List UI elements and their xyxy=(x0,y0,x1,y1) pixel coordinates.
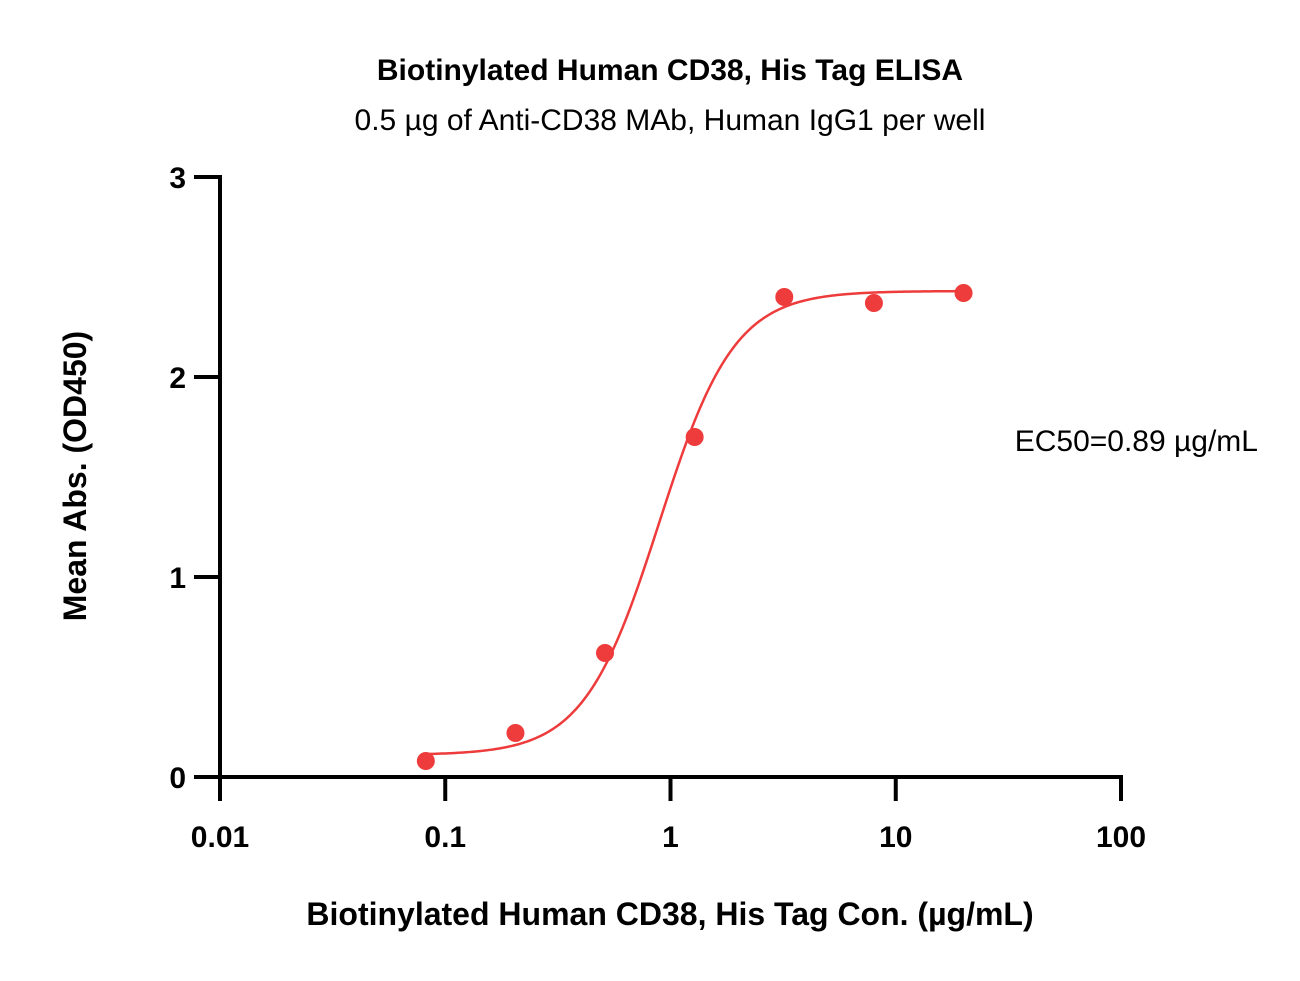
x-tick-label: 0.1 xyxy=(424,821,466,854)
chart-subtitle: 0.5 µg of Anti-CD38 MAb, Human IgG1 per … xyxy=(355,104,986,137)
x-axis-label: Biotinylated Human CD38, His Tag Con. (µ… xyxy=(306,896,1033,932)
x-tick-label: 0.01 xyxy=(191,821,249,854)
fit-curve-layer xyxy=(425,289,964,756)
data-point xyxy=(685,428,704,446)
y-axis-label: Mean Abs. (OD450) xyxy=(57,331,93,621)
y-tick-label: 0 xyxy=(169,762,186,795)
data-point xyxy=(416,752,435,770)
data-point xyxy=(775,288,794,306)
x-tick-label: 100 xyxy=(1096,821,1146,854)
ec50-annotation: EC50=0.89 µg/mL xyxy=(1015,425,1258,458)
y-tick-label: 2 xyxy=(169,362,186,395)
data-point xyxy=(596,644,615,662)
data-point xyxy=(954,284,973,302)
chart-title: Biotinylated Human CD38, His Tag ELISA xyxy=(377,54,963,87)
data-point xyxy=(864,294,883,312)
axes: 0 1 2 3 0.01 0.1 1 10 100 xyxy=(169,162,1146,854)
fit-curve xyxy=(425,289,964,756)
x-tick-label: 10 xyxy=(879,821,912,854)
data-point xyxy=(506,724,525,742)
data-points-layer xyxy=(416,284,973,770)
x-tick-label: 1 xyxy=(662,821,679,854)
y-tick-label: 3 xyxy=(169,162,186,195)
y-tick-label: 1 xyxy=(169,562,186,595)
